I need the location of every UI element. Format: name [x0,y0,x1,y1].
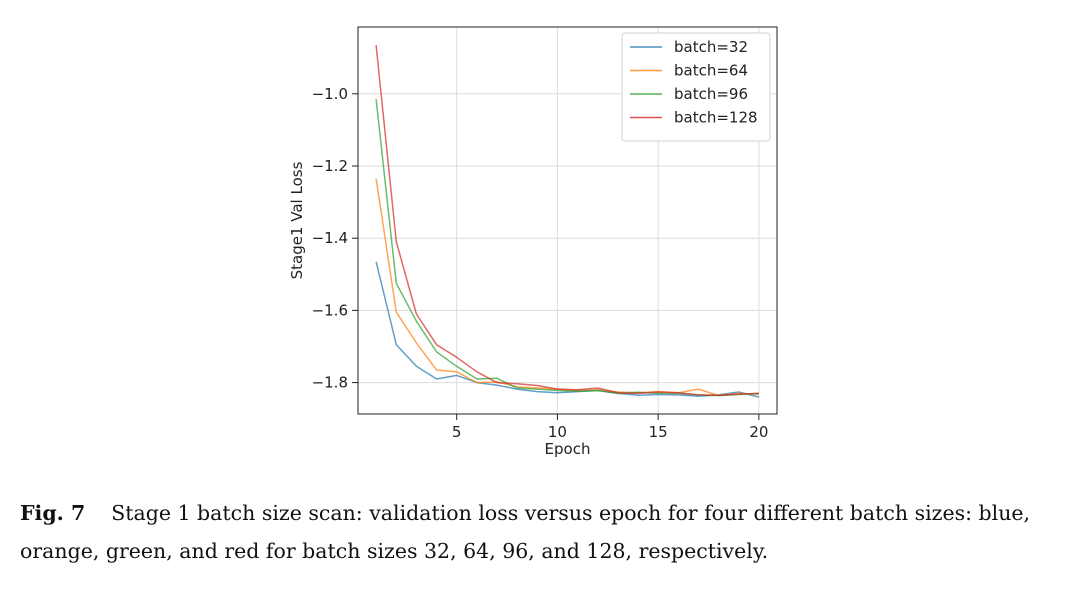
legend-label: batch=96 [674,85,748,103]
caption-text: Stage 1 batch size scan: validation loss… [20,501,1031,563]
legend-box [621,32,771,142]
series-line-1 [375,178,759,397]
series-lines [375,45,760,398]
figure-label: Fig. 7 [20,501,86,525]
y-tick-label: −1.8 [312,374,348,392]
legend: batch=32 batch=64 batch=96 batch=128 [621,32,771,142]
y-tick-label: −1.4 [312,229,348,247]
y-tick-label: −1.2 [312,157,348,175]
x-tick-label: 5 [452,423,462,441]
legend-label: batch=32 [674,38,748,56]
x-tick-label: 20 [749,423,768,441]
line-chart: 5 10 15 20 −1.8 −1.6 −1.4 −1.2 −1.0 Epoch Stage1… [288,26,778,458]
x-tick-label: 15 [649,423,668,441]
y-axis-label: Stage1 Val Loss [288,161,306,279]
series-line-2 [375,99,759,397]
y-tick-label: −1.0 [312,85,348,103]
x-tick-label: 10 [548,423,567,441]
series-line-3 [375,45,759,396]
figure-caption: Fig. 7 Stage 1 batch size scan: validatio… [20,494,1065,570]
x-axis-label: Epoch [545,440,591,458]
series-line-0 [375,261,760,398]
legend-label: batch=64 [674,62,748,80]
legend-label: batch=128 [674,109,758,127]
plot-frame [357,26,778,415]
axes: 5 10 15 20 −1.8 −1.6 −1.4 −1.2 −1.0 [312,85,769,441]
y-tick-label: −1.6 [312,301,348,319]
